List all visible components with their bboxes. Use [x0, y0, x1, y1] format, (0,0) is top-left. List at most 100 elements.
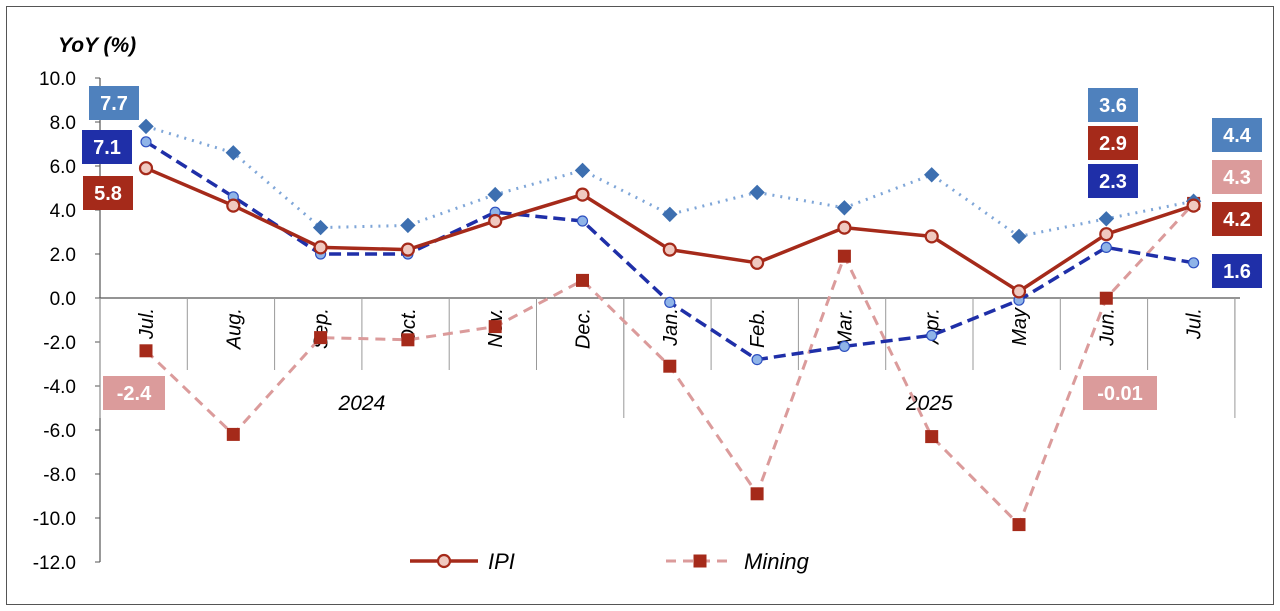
data-point — [225, 145, 242, 161]
chart-series — [138, 118, 1202, 532]
data-label: 7.7 — [100, 93, 128, 115]
data-point — [1098, 211, 1115, 227]
data-point — [488, 213, 503, 229]
data-point — [926, 329, 938, 341]
data-label-box — [1088, 88, 1138, 122]
data-label: 2.3 — [1099, 171, 1127, 193]
data-label-box — [1088, 126, 1138, 160]
data-label-box — [83, 176, 133, 210]
data-point — [663, 359, 677, 373]
y-tick-label: -8.0 — [43, 465, 76, 486]
data-point — [140, 136, 152, 148]
chart-data-labels: 7.7 3.6 4.4 7.1 2.3 1.6 5.8 2.9 4.2 -2.4 -0.01 4.3 — [82, 86, 1262, 410]
data-point — [312, 219, 329, 236]
data-point — [1099, 291, 1113, 305]
data-point — [487, 186, 503, 203]
x-tick-label: Dec. — [573, 308, 595, 349]
y-tick-label: 8.0 — [50, 113, 76, 134]
data-label: 2.9 — [1099, 133, 1127, 155]
y-tick-label: 10.0 — [39, 69, 76, 90]
data-point — [436, 553, 452, 569]
y-tick-label: 4.0 — [50, 201, 76, 222]
y-tick-label: -10.0 — [33, 509, 76, 530]
data-label: 3.6 — [1099, 95, 1127, 117]
y-tick-label: -12.0 — [33, 553, 76, 574]
data-point — [488, 320, 502, 334]
x-tick-label: Jun. — [1096, 308, 1118, 347]
data-label: -0.01 — [1097, 383, 1143, 405]
data-point — [226, 427, 240, 441]
data-point — [1099, 227, 1114, 242]
chart-frame — [6, 6, 1274, 605]
data-label: -2.4 — [117, 383, 152, 405]
data-point — [693, 554, 707, 568]
data-label: 4.2 — [1223, 209, 1251, 231]
data-point — [138, 118, 154, 135]
y-tick-label: 2.0 — [50, 245, 76, 266]
data-point — [837, 249, 851, 263]
series-line-ipi — [145, 166, 1195, 294]
data-point — [1187, 257, 1200, 269]
x-tick-label: Jul. — [1184, 308, 1206, 340]
x-tick-label: Jul. — [136, 308, 158, 340]
data-label-box — [82, 130, 132, 164]
data-label-box — [1212, 118, 1262, 152]
data-point — [400, 217, 416, 234]
data-point — [575, 187, 590, 202]
data-label: 4.3 — [1223, 167, 1251, 189]
data-point — [1011, 284, 1027, 299]
data-point — [138, 161, 154, 176]
data-point — [1012, 518, 1026, 532]
data-point — [749, 255, 765, 270]
data-point — [925, 430, 939, 444]
data-point — [662, 242, 677, 257]
data-label-box — [1212, 254, 1262, 288]
year-group-label: 2024 — [338, 392, 386, 415]
chart-legend: IPI Mining — [410, 549, 810, 574]
data-point — [313, 240, 328, 255]
data-point — [576, 273, 589, 287]
data-point — [574, 162, 591, 179]
chart-axes: YoY (%) 10.0 8.0 6.0 4.0 2.0 0.0 -2.0 -4.0 -6.0 -8… — [33, 34, 1240, 574]
data-label: 5.8 — [94, 183, 122, 205]
data-label: 1.6 — [1223, 261, 1251, 283]
data-point — [751, 354, 763, 366]
data-point — [662, 206, 678, 223]
data-label-box — [1212, 160, 1262, 194]
data-point — [401, 333, 415, 347]
data-label-box — [1212, 202, 1262, 236]
data-point — [837, 220, 852, 235]
x-tick-label: Aug. — [223, 308, 245, 350]
data-point — [1186, 198, 1201, 213]
data-point — [664, 296, 676, 308]
data-point — [749, 184, 765, 201]
data-point — [923, 167, 940, 183]
data-point — [838, 340, 851, 352]
x-tick-label: May — [1009, 307, 1031, 346]
data-point — [226, 198, 241, 213]
data-point — [576, 215, 589, 227]
data-point — [1100, 241, 1112, 253]
data-label-box — [1088, 164, 1138, 198]
data-point — [400, 242, 415, 257]
data-point — [139, 344, 153, 358]
data-point — [750, 487, 764, 501]
data-point — [314, 331, 328, 345]
data-point — [924, 229, 939, 244]
data-point — [836, 200, 853, 216]
y-tick-label: 0.0 — [50, 289, 76, 310]
data-label-box — [89, 86, 139, 120]
legend-label-ipi: IPI — [488, 549, 515, 574]
y-tick-label: -6.0 — [43, 421, 76, 442]
y-tick-label: -4.0 — [43, 377, 76, 398]
data-label: 7.1 — [93, 137, 121, 159]
x-tick-label: Feb. — [747, 308, 769, 348]
legend-label-mining: Mining — [744, 549, 810, 574]
data-label-box — [1083, 376, 1157, 410]
y-tick-label: 6.0 — [50, 157, 76, 178]
x-tick-label: Mar. — [834, 308, 856, 347]
y-axis-label: YoY (%) — [58, 34, 136, 57]
data-label: 4.4 — [1223, 125, 1252, 147]
data-label-box — [103, 376, 165, 410]
